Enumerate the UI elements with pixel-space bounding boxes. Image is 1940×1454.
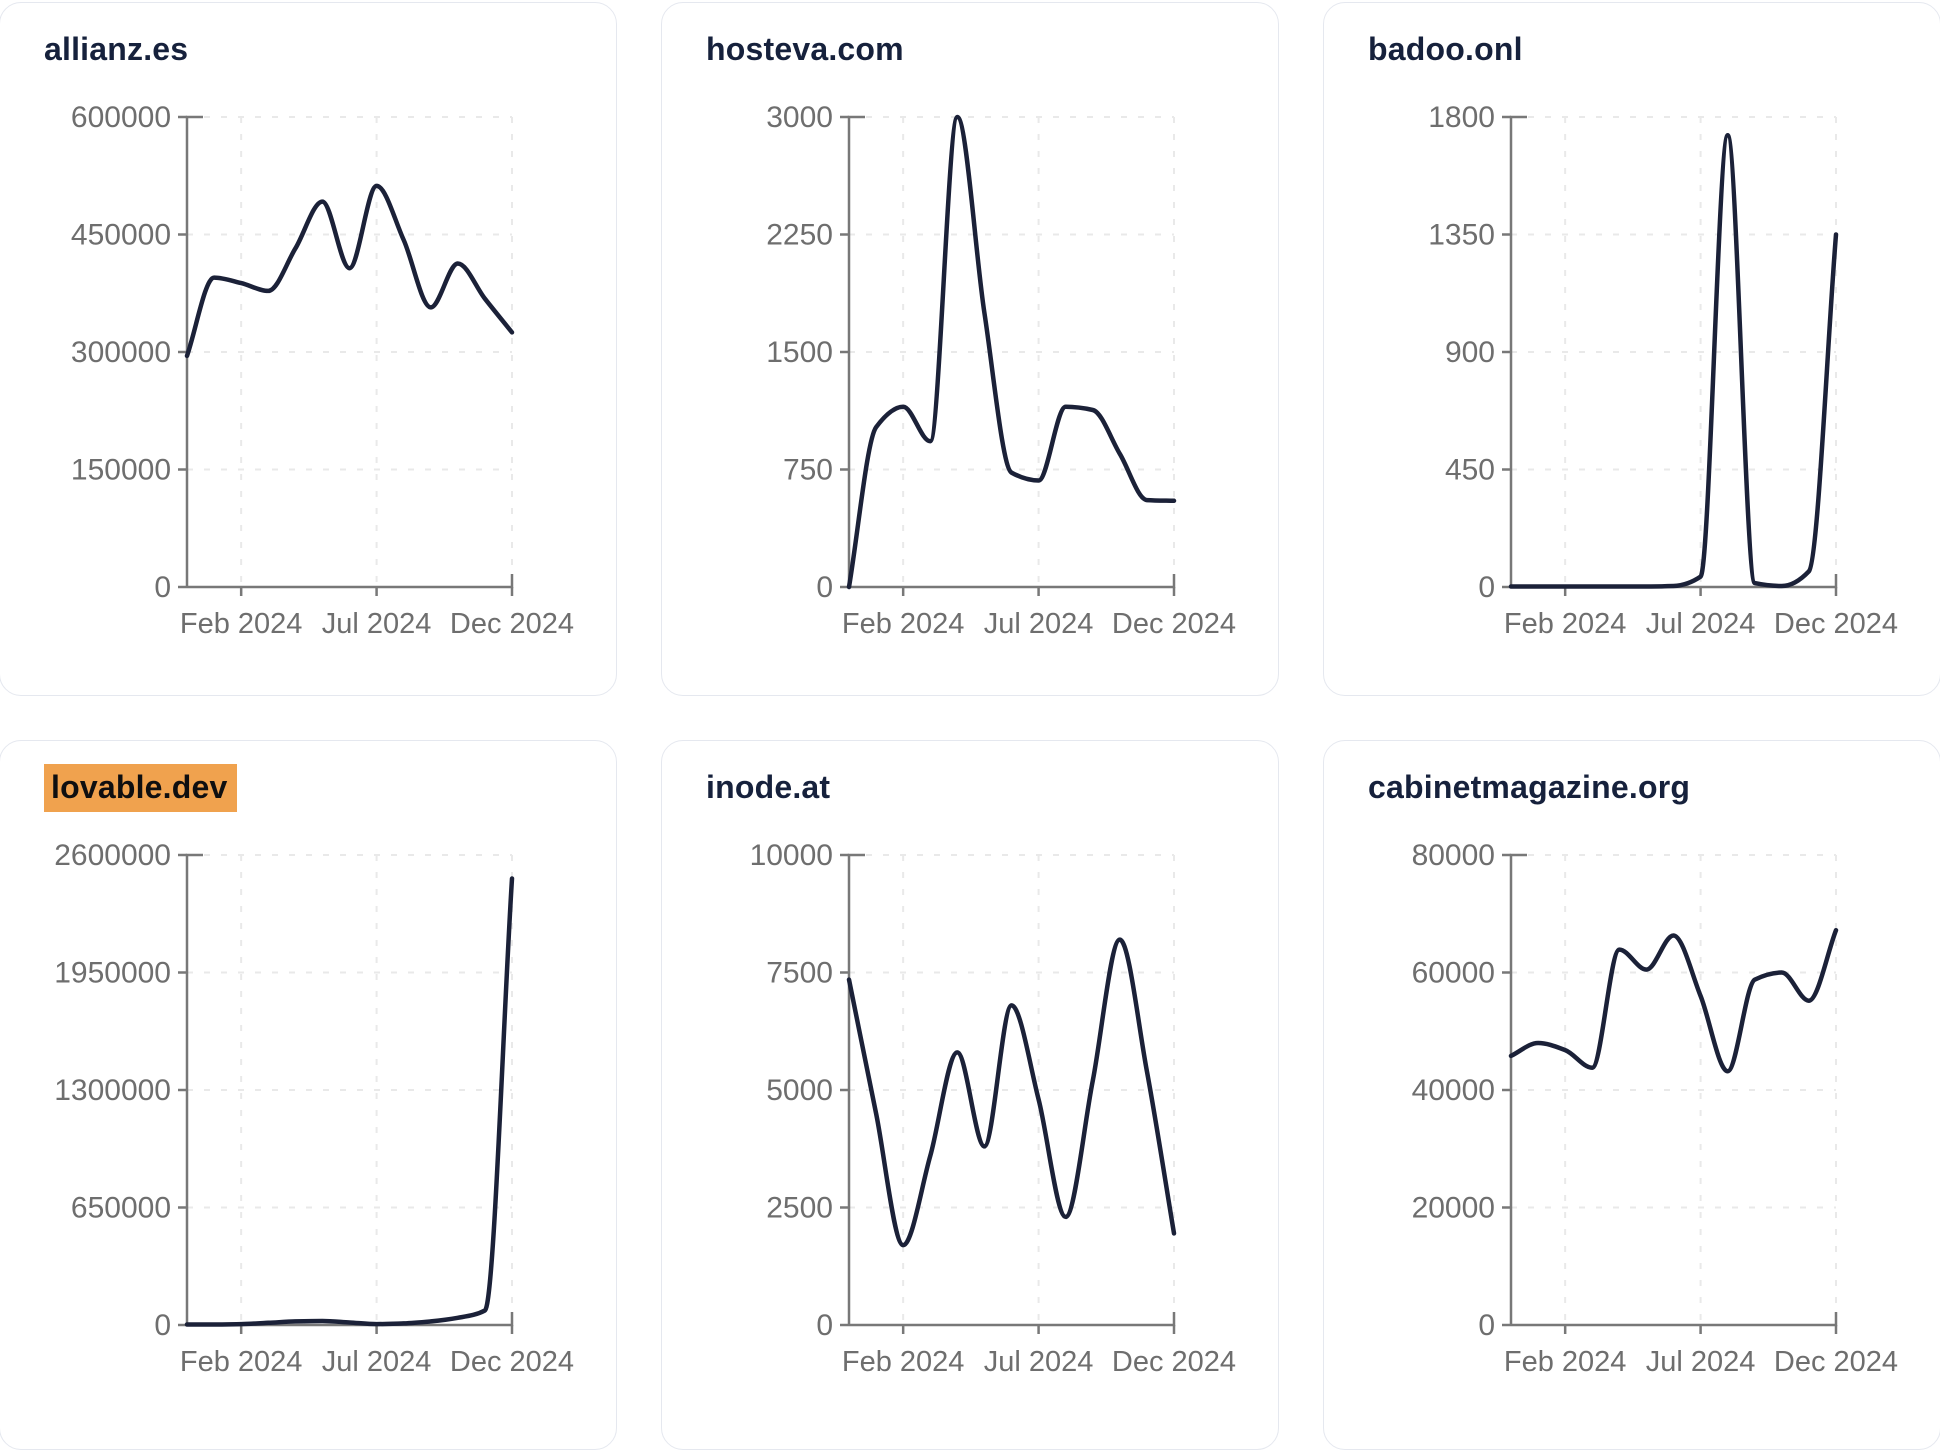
svg-text:1950000: 1950000: [54, 957, 171, 990]
svg-text:Jul 2024: Jul 2024: [984, 1346, 1094, 1378]
svg-text:0: 0: [154, 571, 171, 604]
svg-text:0: 0: [1478, 571, 1495, 604]
chart-title: badoo.onl: [1368, 29, 1940, 73]
svg-text:Feb 2024: Feb 2024: [180, 1346, 303, 1378]
line-chart-allianz[interactable]: 0 150000 300000 450000 600000 Feb 2024 Jul 202…: [0, 75, 616, 667]
svg-text:1300000: 1300000: [54, 1074, 171, 1107]
svg-text:600000: 600000: [71, 101, 171, 134]
svg-text:Dec 2024: Dec 2024: [1112, 608, 1236, 640]
svg-text:Feb 2024: Feb 2024: [1504, 608, 1627, 640]
chart-card-lovable: lovable.dev 0 650000 1300000 1950000 2600000…: [0, 740, 617, 1450]
chart-title: cabinetmagazine.org: [1368, 767, 1940, 811]
svg-text:450: 450: [1445, 454, 1495, 487]
chart-title: allianz.es: [44, 29, 616, 73]
chart-title-text: hosteva.com: [706, 31, 904, 67]
line-chart-badoo[interactable]: 0 450 900 1350 1800 Feb 2024 Jul 2024 Dec 2024: [1324, 75, 1940, 667]
svg-text:0: 0: [816, 1309, 833, 1342]
svg-text:750: 750: [783, 454, 833, 487]
svg-text:150000: 150000: [71, 454, 171, 487]
line-chart-lovable[interactable]: 0 650000 1300000 1950000 2600000 Feb 2024 Jul …: [0, 813, 616, 1405]
svg-text:Feb 2024: Feb 2024: [842, 1346, 965, 1378]
chart-title-text: lovable.dev: [44, 764, 237, 812]
svg-text:650000: 650000: [71, 1192, 171, 1225]
svg-text:Jul 2024: Jul 2024: [322, 608, 432, 640]
svg-text:7500: 7500: [766, 957, 833, 990]
chart-title: hosteva.com: [706, 29, 1278, 73]
svg-text:1500: 1500: [766, 336, 833, 369]
chart-title: inode.at: [706, 767, 1278, 811]
svg-text:300000: 300000: [71, 336, 171, 369]
svg-text:Dec 2024: Dec 2024: [450, 608, 574, 640]
svg-text:60000: 60000: [1412, 957, 1495, 990]
svg-text:Jul 2024: Jul 2024: [322, 1346, 432, 1378]
svg-text:450000: 450000: [71, 219, 171, 252]
svg-text:Feb 2024: Feb 2024: [180, 608, 303, 640]
chart-title: lovable.dev: [44, 764, 616, 812]
chart-title-text: badoo.onl: [1368, 31, 1523, 67]
svg-text:Jul 2024: Jul 2024: [984, 608, 1094, 640]
svg-text:Feb 2024: Feb 2024: [1504, 1346, 1627, 1378]
chart-card-cabinetmagazine: cabinetmagazine.org 0 20000 40000 60000 8000…: [1323, 740, 1940, 1450]
chart-title-text: inode.at: [706, 769, 831, 805]
svg-text:2600000: 2600000: [54, 839, 171, 872]
svg-text:40000: 40000: [1412, 1074, 1495, 1107]
chart-card-allianz: allianz.es 0 150000 300000 450000 600000 Feb …: [0, 2, 617, 696]
line-chart-cabinetmagazine[interactable]: 0 20000 40000 60000 80000 Feb 2024 Jul 2024 Dec…: [1324, 813, 1940, 1405]
svg-text:Dec 2024: Dec 2024: [1774, 1346, 1898, 1378]
svg-text:0: 0: [1478, 1309, 1495, 1342]
svg-text:Jul 2024: Jul 2024: [1646, 608, 1756, 640]
chart-card-badoo: badoo.onl 0 450 900 1350 1800 Feb 2024 Jul 202…: [1323, 2, 1940, 696]
svg-text:0: 0: [154, 1309, 171, 1342]
line-chart-inode[interactable]: 0 2500 5000 7500 10000 Feb 2024 Jul 2024 Dec 20…: [662, 813, 1278, 1405]
svg-text:20000: 20000: [1412, 1192, 1495, 1225]
svg-text:900: 900: [1445, 336, 1495, 369]
chart-title-text: cabinetmagazine.org: [1368, 769, 1691, 805]
svg-text:Dec 2024: Dec 2024: [1774, 608, 1898, 640]
svg-text:Dec 2024: Dec 2024: [1112, 1346, 1236, 1378]
chart-title-text: allianz.es: [44, 31, 189, 67]
chart-card-inode: inode.at 0 2500 5000 7500 10000 Feb 2024 Jul 2…: [661, 740, 1279, 1450]
svg-text:10000: 10000: [750, 839, 833, 872]
chart-card-hosteva: hosteva.com 0 750 1500 2250 3000 Feb 2024 Jul …: [661, 2, 1279, 696]
svg-text:Feb 2024: Feb 2024: [842, 608, 965, 640]
svg-text:0: 0: [816, 571, 833, 604]
svg-text:3000: 3000: [766, 101, 833, 134]
svg-text:Jul 2024: Jul 2024: [1646, 1346, 1756, 1378]
svg-text:1800: 1800: [1428, 101, 1495, 134]
svg-text:1350: 1350: [1428, 219, 1495, 252]
svg-text:2500: 2500: [766, 1192, 833, 1225]
svg-text:80000: 80000: [1412, 839, 1495, 872]
svg-text:Dec 2024: Dec 2024: [450, 1346, 574, 1378]
line-chart-hosteva[interactable]: 0 750 1500 2250 3000 Feb 2024 Jul 2024 Dec 2024: [662, 75, 1278, 667]
svg-text:5000: 5000: [766, 1074, 833, 1107]
svg-text:2250: 2250: [766, 219, 833, 252]
